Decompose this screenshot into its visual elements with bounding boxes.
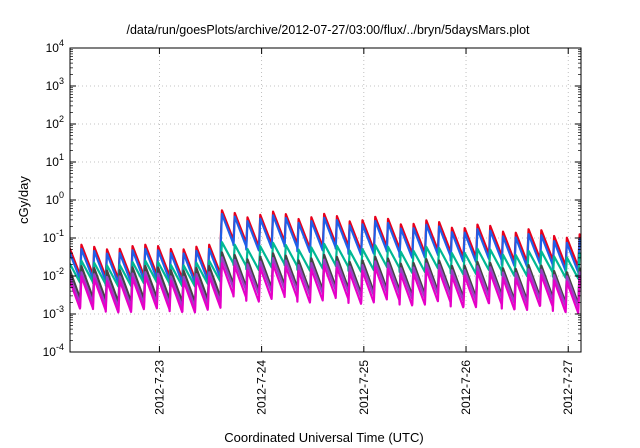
y-tick-label: 10-4 (43, 342, 64, 359)
y-tick-label: 102 (46, 114, 64, 131)
y-tick-labels: 10-4 10-3 10-2 10-1 100 101 102 103 104 (43, 38, 64, 359)
y-tick-label: 10-2 (43, 266, 64, 283)
x-tick-labels: 2012-7-23 2012-7-24 2012-7-25 2012-7-26 2012… (152, 360, 575, 415)
y-tick-label: 104 (46, 38, 64, 55)
axis-ticks (70, 47, 581, 353)
series-group (70, 209, 581, 315)
x-axis-label: Coordinated Universal Time (UTC) (224, 430, 423, 445)
x-tick-label: 2012-7-25 (357, 360, 371, 415)
y-tick-label: 10-3 (43, 304, 64, 321)
series-line-6 (70, 262, 581, 315)
chart-title: /data/run/goesPlots/archive/2012-07-27/0… (126, 23, 530, 37)
y-tick-label: 100 (46, 190, 64, 207)
y-axis-label: cGy/day (16, 176, 31, 224)
x-tick-label: 2012-7-24 (255, 360, 269, 415)
grid-lines (70, 48, 581, 352)
y-tick-label: 101 (46, 152, 64, 169)
x-tick-label: 2012-7-27 (561, 360, 575, 415)
x-tick-label: 2012-7-26 (459, 360, 473, 415)
y-tick-label: 103 (46, 76, 64, 93)
y-tick-label: 10-1 (43, 228, 64, 245)
x-tick-label: 2012-7-23 (152, 360, 166, 415)
